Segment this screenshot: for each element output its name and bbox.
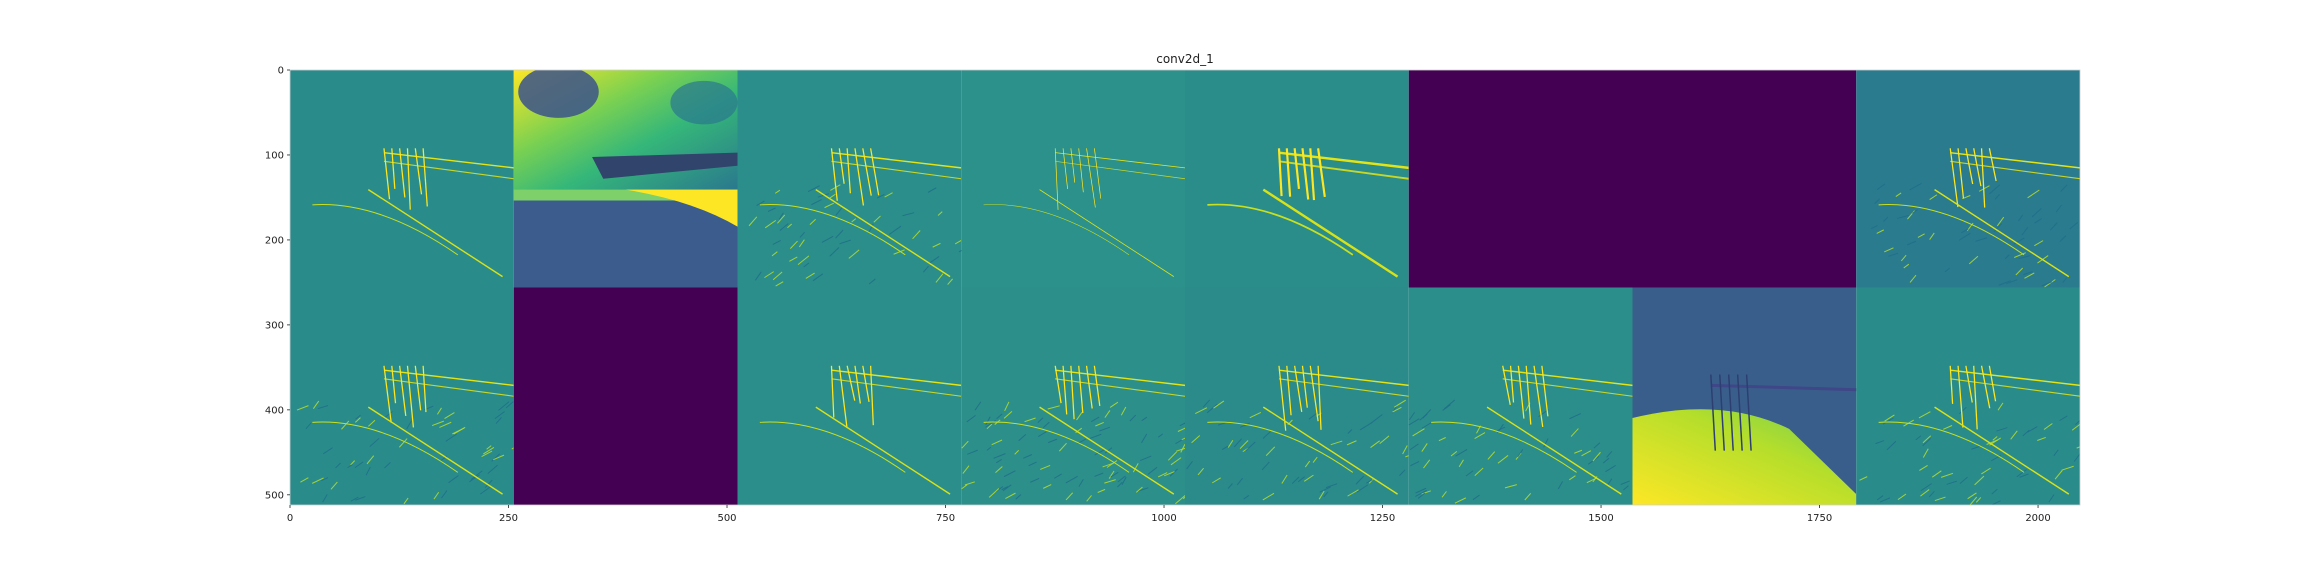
plot-frame	[289, 69, 2081, 506]
feature-map-tile	[290, 287, 524, 505]
feature-map-tile	[1408, 287, 1633, 505]
y-tick-label: 400	[265, 405, 284, 416]
x-tick-label: 750	[936, 513, 955, 524]
x-tick-label: 1250	[1370, 513, 1395, 524]
feature-map-tile	[1408, 70, 1633, 288]
feature-map-tiles	[290, 70, 2080, 505]
x-tick-label: 1750	[1807, 513, 1832, 524]
y-tick-label: 500	[265, 490, 284, 501]
feature-map-tile	[961, 287, 1194, 505]
x-tick-label: 1000	[1151, 513, 1176, 524]
x-tick-label: 0	[287, 513, 293, 524]
feature-map-tile	[1185, 70, 1409, 288]
feature-map-tile	[737, 287, 962, 505]
feature-map-tile	[513, 70, 738, 288]
feature-map-tile	[961, 70, 1186, 288]
y-tick-label: 0	[278, 66, 284, 77]
feature-map-tile	[1856, 70, 2080, 288]
y-axis: 0 100 200 300 400 500	[265, 66, 290, 501]
y-tick-label: 100	[265, 150, 284, 161]
feature-map-tile	[290, 70, 514, 288]
x-tick-label: 1500	[1588, 513, 1613, 524]
y-tick-label: 300	[265, 320, 284, 331]
feature-map-tile	[1632, 70, 1857, 288]
feature-map-tile	[513, 287, 738, 505]
x-axis: 0 250 500 750 1000 1250 1500 1750 2000	[287, 505, 2051, 524]
y-tick-label: 200	[265, 235, 284, 246]
x-tick-label: 500	[717, 513, 736, 524]
feature-map-tile	[737, 70, 970, 288]
x-tick-label: 250	[499, 513, 518, 524]
feature-map-tile	[1185, 287, 1416, 505]
x-tick-label: 2000	[2025, 513, 2050, 524]
feature-map-tile	[1632, 287, 1857, 505]
feature-map-tile	[1856, 287, 2080, 505]
chart-title: conv2d_1	[1156, 52, 1214, 66]
